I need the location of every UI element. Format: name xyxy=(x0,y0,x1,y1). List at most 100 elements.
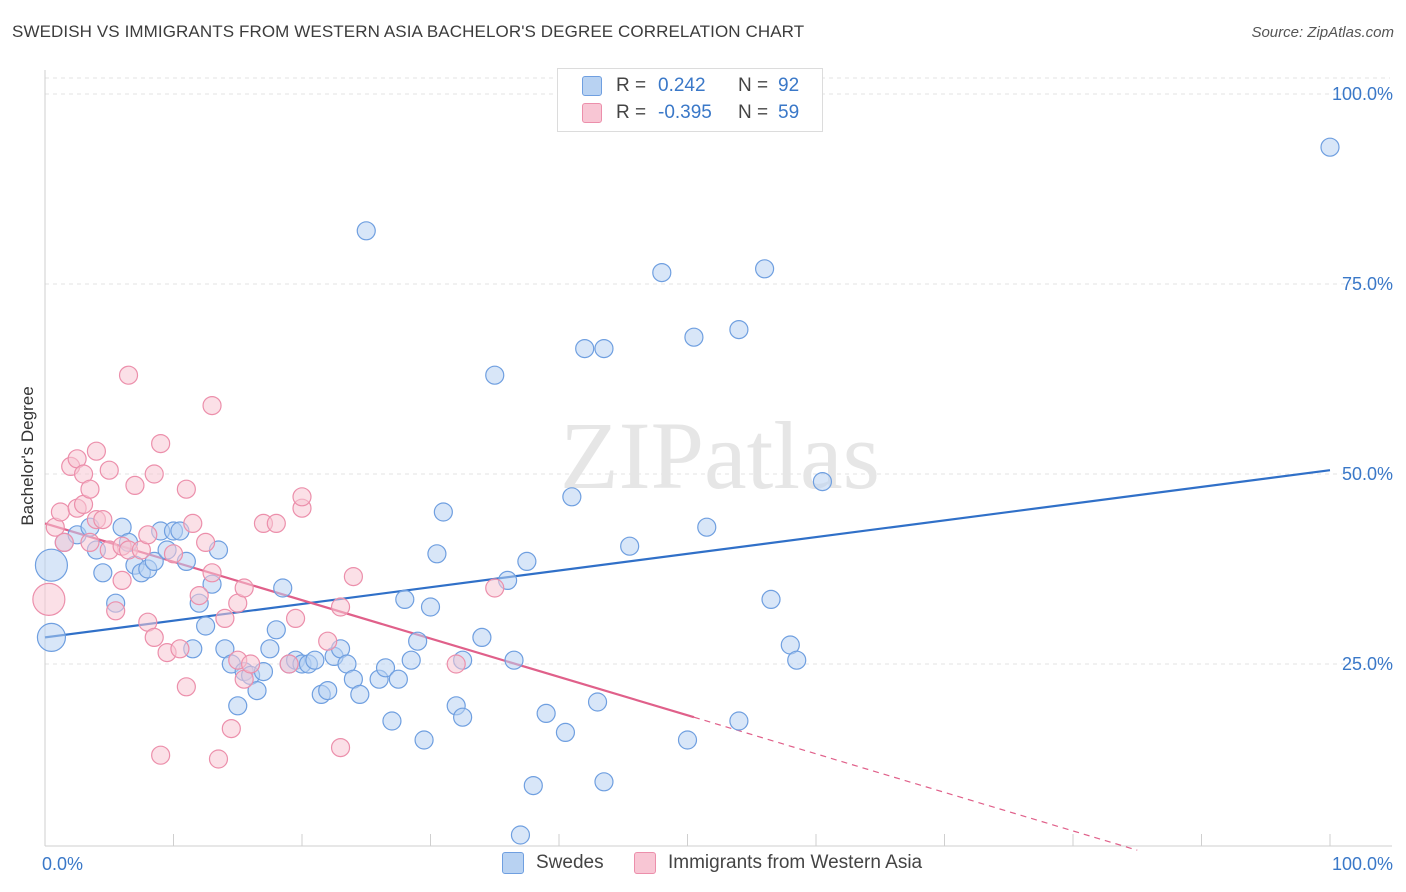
swedes-point xyxy=(318,680,338,701)
swedes-point xyxy=(395,589,415,610)
x-tick-label-max: 100.0% xyxy=(1332,854,1393,874)
y-tick-label: 100.0% xyxy=(1332,84,1393,104)
legend-r-label: R = xyxy=(616,75,647,96)
western-asia-point xyxy=(196,532,216,553)
western-asia-point xyxy=(189,585,209,606)
tick-labels: 25.0% 50.0% 75.0% 100.0% 0.0% 100.0% xyxy=(42,84,1393,874)
swedes-point xyxy=(350,684,370,705)
swedes-point xyxy=(36,622,67,653)
swedes-point xyxy=(453,707,473,727)
swedes-point xyxy=(575,339,595,359)
swedes-point xyxy=(427,544,447,564)
swedes-point xyxy=(787,650,807,670)
western-asia-point xyxy=(32,582,66,617)
swedes-point xyxy=(536,703,556,724)
western-asia-point xyxy=(279,654,299,674)
legend-r-label: R = xyxy=(616,102,647,123)
western-asia-point xyxy=(330,597,351,617)
y-tick-label: 25.0% xyxy=(1342,654,1393,674)
legend-swatch-swedes xyxy=(582,76,602,96)
western-asia-point xyxy=(446,654,466,674)
western-asia-point xyxy=(144,464,164,484)
swedes-point xyxy=(144,551,164,572)
western-asia-point xyxy=(292,487,312,507)
legend-n-value: 59 xyxy=(778,102,800,123)
swedes-point xyxy=(729,711,749,731)
axes xyxy=(44,70,1392,847)
swedes-point xyxy=(485,365,505,385)
bottom-legend-swedes: Swedes xyxy=(502,852,604,874)
swedes-swatch xyxy=(502,852,524,874)
western-asia-point xyxy=(176,479,196,499)
western-asia-point xyxy=(285,608,306,629)
swedes-point xyxy=(414,730,434,750)
swedes-point xyxy=(812,472,833,492)
western-asia-point xyxy=(80,532,100,553)
legend-n-label: N = xyxy=(738,102,769,123)
swedes-point xyxy=(677,730,698,750)
legend-row-western-asia: R = -0.395 N = 59 xyxy=(582,102,799,124)
legend-row-swedes: R = 0.242 N = 92 xyxy=(582,75,799,97)
legend-n-value: 92 xyxy=(778,75,800,96)
western-asia-point xyxy=(343,566,363,587)
swedes-point xyxy=(555,722,576,743)
western-asia-point xyxy=(99,460,119,480)
swedes-point xyxy=(587,692,608,712)
western-asia-point xyxy=(485,578,505,598)
swedes-point xyxy=(228,696,248,716)
x-tick-label-min: 0.0% xyxy=(42,854,83,874)
western-asia-point xyxy=(144,627,164,648)
y-tick-label: 50.0% xyxy=(1342,464,1393,484)
western-asia-point xyxy=(234,578,254,598)
western-asia-point xyxy=(208,749,229,769)
swedes-point xyxy=(562,487,582,507)
swedes-point xyxy=(729,320,749,340)
swedes-point xyxy=(523,775,543,796)
swedes-point xyxy=(375,658,396,678)
western-asia-point xyxy=(54,532,74,553)
y-tick-label: 75.0% xyxy=(1342,274,1393,294)
swedes-point xyxy=(761,589,781,610)
legend-r-value: -0.395 xyxy=(658,102,712,123)
western-asia-label: Immigrants from Western Asia xyxy=(668,852,923,873)
legend-swatch-western-asia xyxy=(582,103,602,123)
swedes-point xyxy=(408,631,428,651)
swedes-point xyxy=(247,680,267,701)
swedes-point xyxy=(620,536,640,556)
western-asia-point xyxy=(215,608,235,629)
western-asia-point xyxy=(202,396,222,416)
western-asia-point xyxy=(80,479,100,499)
swedes-point xyxy=(401,650,421,670)
swedes-point xyxy=(1320,137,1340,157)
swedes-point xyxy=(472,627,492,648)
western-asia-point xyxy=(221,718,241,739)
bottom-legend-western-asia: Immigrants from Western Asia xyxy=(634,852,922,874)
swedes-point xyxy=(273,578,293,598)
watermark: ZIPatlas xyxy=(560,402,880,509)
western-asia-point xyxy=(183,513,203,534)
western-asia-point xyxy=(170,639,190,659)
swedes-point xyxy=(504,650,524,670)
western-asia-point xyxy=(86,441,107,461)
swedes-point xyxy=(93,563,113,583)
western-asia-point xyxy=(118,365,139,385)
swedes-point xyxy=(34,548,69,582)
western-asia-point xyxy=(93,509,113,530)
y-axis-label: Bachelor's Degree xyxy=(18,386,37,525)
grid-lines xyxy=(45,77,1390,665)
chart-title: SWEDISH VS IMMIGRANTS FROM WESTERN ASIA … xyxy=(12,22,805,41)
swedes-point xyxy=(754,259,775,279)
swedes-point xyxy=(517,551,537,572)
data-points xyxy=(32,137,1340,845)
swedes-point xyxy=(684,327,704,347)
chart-source: Source: ZipAtlas.com xyxy=(1251,24,1394,41)
western-asia-point xyxy=(50,502,71,522)
western-asia-point xyxy=(138,525,158,545)
western-asia-swatch xyxy=(634,852,656,874)
western-asia-point xyxy=(202,563,222,583)
swedes-point xyxy=(305,650,325,670)
swedes-point xyxy=(510,825,531,845)
swedes-point xyxy=(433,502,453,522)
swedes-point xyxy=(388,669,408,689)
western-asia-trend-extension xyxy=(693,716,1138,851)
